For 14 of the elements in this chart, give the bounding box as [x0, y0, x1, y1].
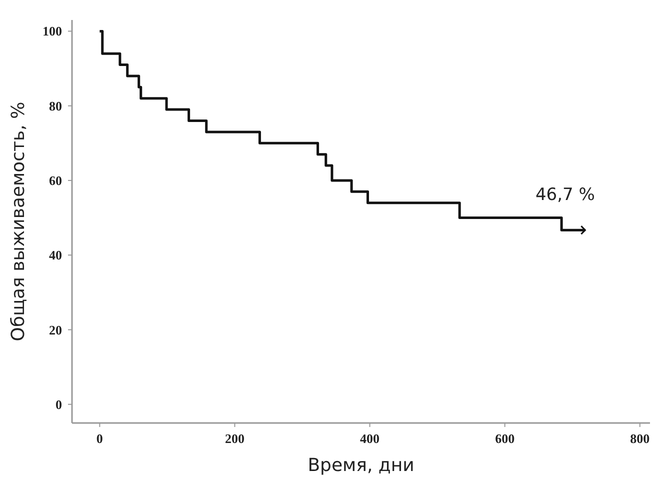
x-tick-label: 0 [96, 431, 103, 446]
y-tick-label: 40 [49, 248, 62, 263]
x-tick-label: 800 [630, 431, 650, 446]
y-tick-label: 20 [49, 322, 62, 338]
y-tick-label: 60 [49, 173, 62, 188]
y-axis-title: Общая выживаемость, % [8, 102, 29, 342]
y-tick-label: 80 [49, 98, 62, 114]
y-tick-label: 100 [42, 24, 62, 39]
y-tick-label: 0 [56, 396, 62, 412]
x-tick-label: 600 [495, 431, 515, 446]
annotation: 46,7 % [535, 185, 595, 206]
x-axis-title: Время, дни [308, 455, 414, 476]
x-tick-label: 200 [224, 431, 244, 446]
x-tick-label: 400 [360, 431, 380, 446]
